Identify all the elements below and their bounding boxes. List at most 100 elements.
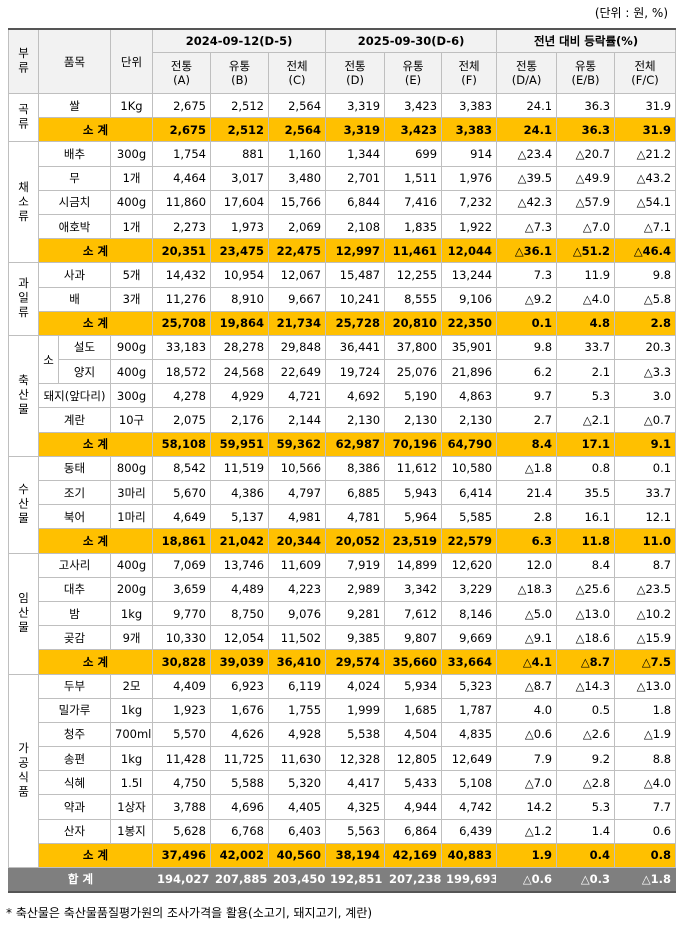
value-cell: 5,108 bbox=[441, 770, 498, 796]
table-row: 밤 1kg 9,770 8,750 9,076 9,281 7,612 8,146 △5.0 △1… bbox=[9, 600, 677, 627]
value-cell: △4.1 bbox=[496, 649, 558, 675]
value-cell: 59,951 bbox=[210, 431, 270, 457]
value-cell: 6.2 bbox=[496, 359, 558, 385]
value-cell: 4,325 bbox=[325, 794, 386, 820]
value-cell: 24,568 bbox=[210, 359, 270, 385]
subtotal-label: 소 계 bbox=[37, 310, 154, 336]
value-cell: 2,512 bbox=[210, 117, 270, 143]
value-cell: 10,566 bbox=[268, 455, 327, 482]
value-cell: △7.1 bbox=[614, 213, 677, 240]
value-cell: 2,176 bbox=[210, 407, 270, 433]
value-cell: 5,320 bbox=[268, 770, 327, 796]
value-cell: 25,076 bbox=[384, 359, 443, 385]
value-cell: 11,276 bbox=[152, 286, 212, 312]
value-cell: 35,901 bbox=[441, 334, 498, 361]
value-cell: 37,800 bbox=[384, 334, 443, 361]
value-cell: 25,708 bbox=[152, 310, 212, 336]
value-cell: 24.1 bbox=[496, 117, 558, 143]
value-cell: 1,999 bbox=[325, 697, 386, 723]
value-cell: 4,928 bbox=[268, 721, 327, 748]
item-cell: 애호박 bbox=[37, 213, 112, 240]
value-cell: 1,922 bbox=[441, 213, 498, 240]
value-cell: 5,538 bbox=[325, 721, 386, 748]
value-cell: △13.0 bbox=[614, 673, 677, 699]
item-cell: 계란 bbox=[37, 407, 112, 433]
value-cell: 2.1 bbox=[556, 359, 616, 385]
value-cell: 25,728 bbox=[325, 310, 386, 336]
value-cell: 192,851 bbox=[325, 866, 386, 893]
period-header: 전년 대비 등락률(%) bbox=[496, 28, 677, 53]
value-cell: 12,054 bbox=[210, 625, 270, 651]
value-cell: 11,609 bbox=[268, 552, 327, 578]
value-cell: 4,504 bbox=[384, 721, 443, 748]
value-cell: 3,480 bbox=[268, 165, 327, 191]
unit-cell: 9개 bbox=[110, 625, 154, 651]
table-row: 밀가루 1kg 1,923 1,676 1,755 1,999 1,685 1,787 4.0 0… bbox=[9, 697, 677, 723]
subtotal-row: 소 계 37,496 42,002 40,560 38,194 42,169 40,883 1… bbox=[9, 842, 677, 869]
value-cell: 194,027 bbox=[152, 866, 212, 893]
value-cell: 2.7 bbox=[496, 407, 558, 433]
value-cell: 11,502 bbox=[268, 625, 327, 651]
subgroup-cell: 소 bbox=[38, 334, 59, 385]
value-cell: 9.1 bbox=[614, 431, 677, 457]
value-cell: 22,649 bbox=[268, 359, 327, 385]
table-row: 곶감 9개 10,330 12,054 11,502 9,385 9,807 9,669 △9.… bbox=[9, 625, 677, 651]
value-cell: 8,386 bbox=[325, 455, 386, 482]
category-cell: 축산물 bbox=[8, 334, 39, 457]
value-cell: 3.0 bbox=[614, 383, 677, 409]
value-cell: 2,675 bbox=[152, 117, 212, 143]
value-cell: 1,754 bbox=[152, 141, 212, 167]
unit-cell: 400g bbox=[110, 189, 154, 215]
table-row: 시금치 400g 11,860 17,604 15,766 6,844 7,416 7,232… bbox=[9, 189, 677, 215]
value-cell: 3,342 bbox=[384, 576, 443, 602]
value-cell: △25.6 bbox=[556, 576, 616, 602]
value-cell: 30,828 bbox=[152, 649, 212, 675]
value-cell: 18,572 bbox=[152, 359, 212, 385]
value-cell: △7.5 bbox=[614, 649, 677, 675]
unit-cell: 400g bbox=[110, 359, 154, 385]
table-row: 수산물 동태 800g 8,542 11,519 10,566 8,386 11,612 10,… bbox=[8, 455, 677, 554]
unit-cell: 1개 bbox=[110, 213, 154, 240]
value-cell: 8.4 bbox=[496, 431, 558, 457]
value-cell: △2.8 bbox=[556, 770, 616, 796]
value-cell: 1.4 bbox=[556, 818, 616, 844]
value-cell: 6,923 bbox=[210, 673, 270, 699]
value-cell: 11,428 bbox=[152, 746, 212, 772]
value-cell: 2.8 bbox=[614, 310, 677, 336]
value-cell: 18,861 bbox=[152, 528, 212, 554]
item-cell: 약과 bbox=[37, 794, 112, 820]
item-cell: 식혜 bbox=[37, 770, 112, 796]
item-cell: 쌀 bbox=[37, 92, 112, 119]
value-cell: 13,244 bbox=[441, 262, 498, 288]
subtotal-label: 소 계 bbox=[37, 431, 154, 457]
value-cell: 7,416 bbox=[384, 189, 443, 215]
value-cell: 1,676 bbox=[210, 697, 270, 723]
footnote: * 축산물은 축산물품질평가원의 조사가격을 활용(소고기, 돼지고기, 계란) bbox=[6, 906, 373, 920]
value-cell: 0.8 bbox=[614, 842, 677, 869]
unit-cell: 10구 bbox=[110, 407, 154, 433]
value-cell: 2.8 bbox=[496, 504, 558, 530]
value-cell: 70,196 bbox=[384, 431, 443, 457]
value-cell: 4.8 bbox=[556, 310, 616, 336]
value-cell: 1,973 bbox=[210, 213, 270, 240]
value-cell: 10,954 bbox=[210, 262, 270, 288]
table-row: 곡류 쌀 1Kg 2,675 2,512 2,564 3,319 3,423 3,383 24.1… bbox=[8, 92, 677, 143]
value-cell: 42,169 bbox=[384, 842, 443, 869]
value-cell: 22,350 bbox=[441, 310, 498, 336]
value-cell: 10,580 bbox=[441, 455, 498, 482]
value-cell: 2,989 bbox=[325, 576, 386, 602]
value-cell: 8,750 bbox=[210, 600, 270, 627]
value-cell: 62,987 bbox=[325, 431, 386, 457]
value-cell: 2,675 bbox=[152, 92, 212, 119]
column-header: 유통 (E) bbox=[384, 52, 443, 94]
value-cell: 1,835 bbox=[384, 213, 443, 240]
value-cell: 9,669 bbox=[441, 625, 498, 651]
table-row: 채소류 배추 300g 1,754 881 1,160 1,344 699 914 △23.4 △2… bbox=[8, 141, 677, 264]
table-row: 조기 3마리 5,670 4,386 4,797 6,885 5,943 6,414 21.4 3… bbox=[9, 479, 677, 506]
value-cell: 17.1 bbox=[556, 431, 616, 457]
value-cell: 8,146 bbox=[441, 600, 498, 627]
unit-cell: 300g bbox=[110, 141, 154, 167]
value-cell: △10.2 bbox=[614, 600, 677, 627]
value-cell: 2,144 bbox=[268, 407, 327, 433]
value-cell: 3,423 bbox=[384, 117, 443, 143]
